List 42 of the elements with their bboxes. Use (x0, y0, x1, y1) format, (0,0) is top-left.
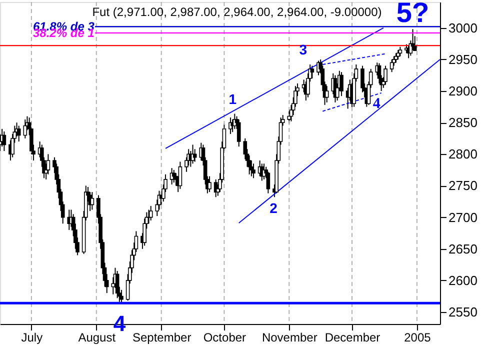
y-tick-label: 2800 (448, 146, 478, 162)
y-tick-label: 2950 (448, 52, 478, 67)
y-tick-label: 2700 (448, 210, 478, 225)
candlestick (398, 46, 402, 57)
x-tick-label: September (132, 330, 192, 344)
y-tick-label: 3000 (448, 20, 478, 36)
candlestick (266, 171, 270, 194)
candlestick (250, 160, 254, 177)
x-tick-label: December (324, 330, 380, 344)
x-tick-label: October (203, 330, 246, 344)
candlestick (396, 49, 400, 60)
x-tick-label: August (78, 330, 116, 344)
candlestick (115, 270, 120, 299)
y-tick-label: 2550 (448, 304, 478, 320)
y-tick-label: 2900 (448, 84, 478, 99)
candlestick (2, 130, 6, 152)
annotation: 1 (228, 90, 237, 107)
candlestick (172, 169, 176, 184)
annotation: 5? (396, 0, 430, 28)
candlestick (310, 65, 314, 79)
candlestick (178, 161, 182, 190)
chart-title: Fut (2,971.00, 2,987.00, 2,964.00, 2,964.00, -9.00000) (92, 5, 382, 19)
candlestick (90, 192, 94, 210)
annotation: 4 (372, 96, 381, 112)
y-tick-label: 2650 (448, 241, 478, 256)
annotation: 2 (270, 200, 278, 216)
x-tick-label: November (262, 330, 318, 344)
candlestick (16, 125, 21, 142)
candlestick (324, 85, 329, 103)
candlestick (192, 148, 197, 162)
candlestick (236, 118, 241, 148)
x-tick-label: July (21, 330, 43, 344)
candlestick (340, 72, 344, 97)
candlestick (390, 58, 394, 73)
candlestick (394, 52, 398, 64)
y-tick-label: 2750 (448, 178, 478, 194)
candlestick (148, 205, 153, 221)
y-tick-label: 2600 (448, 272, 478, 288)
annotation: 3 (299, 42, 308, 58)
candlestick (23, 118, 28, 139)
y-tick-label: 2850 (448, 115, 478, 130)
x-tick-label: 2005 (404, 330, 432, 344)
